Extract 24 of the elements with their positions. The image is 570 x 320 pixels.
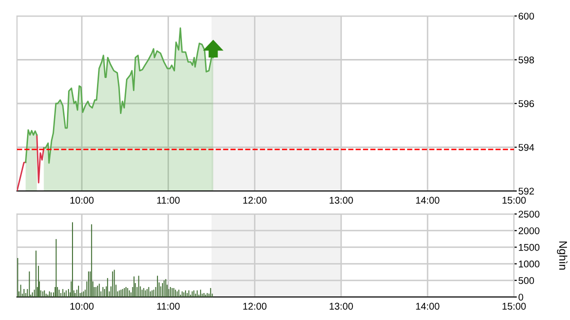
y-tick-label: 598 xyxy=(518,56,534,64)
x-tick-label: 14:00 xyxy=(416,196,440,204)
x-tick-label: 10:00 xyxy=(70,196,94,204)
x-tick-label: 13:00 xyxy=(330,302,353,310)
y-tick-label: 600 xyxy=(518,12,534,20)
y-tick-label: 594 xyxy=(518,144,534,151)
x-tick-label: 10:00 xyxy=(70,302,94,310)
y-tick-label: 1000 xyxy=(518,260,540,268)
y-tick-label: 2500 xyxy=(518,210,540,218)
x-tick-label: 14:00 xyxy=(416,302,440,310)
x-tick-label: 15:00 xyxy=(502,196,526,204)
x-tick-label: 11:00 xyxy=(157,302,180,310)
x-tick-label: 12:00 xyxy=(243,196,266,204)
y-tick-label: 596 xyxy=(518,100,534,108)
x-tick-label: 15:00 xyxy=(502,302,526,310)
y-tick-label: 2000 xyxy=(518,227,540,234)
x-tick-label: 12:00 xyxy=(243,302,266,310)
y-tick-label: 592 xyxy=(518,188,534,195)
y-tick-label: 1500 xyxy=(518,244,540,251)
x-tick-label: 11:00 xyxy=(157,196,180,204)
y-axis-title: Nghìn xyxy=(556,242,568,270)
y-tick-label: 500 xyxy=(518,277,534,284)
y-tick-label: 0 xyxy=(518,294,524,301)
x-tick-label: 13:00 xyxy=(330,196,353,204)
